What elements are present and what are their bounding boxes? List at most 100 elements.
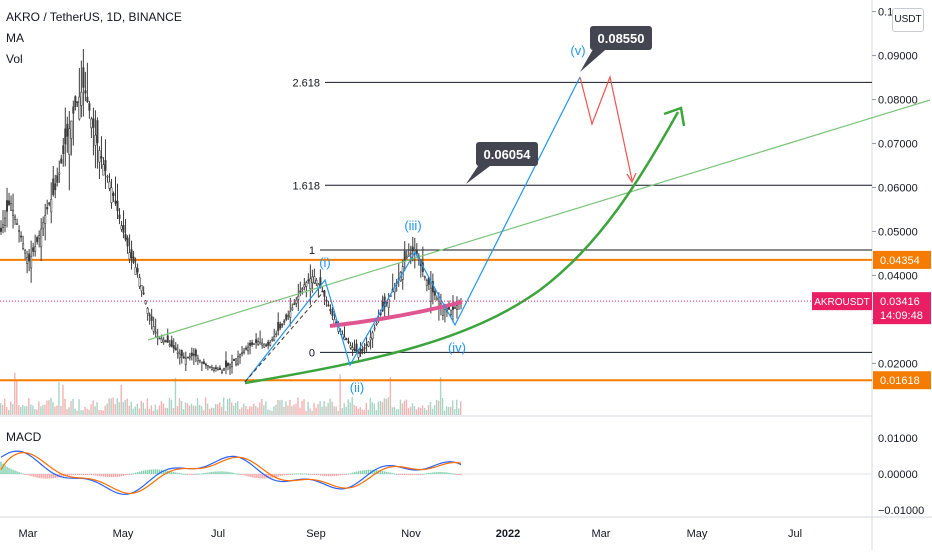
macd-hist-bar xyxy=(259,474,261,479)
target-callout-label: 0.06054 xyxy=(484,147,532,162)
x-tick-label: Nov xyxy=(401,528,421,540)
candle-body xyxy=(367,341,370,347)
candle-body xyxy=(10,203,13,211)
volume-bar xyxy=(112,397,114,415)
macd-hist-bar xyxy=(247,474,249,477)
wave-path xyxy=(244,76,581,383)
indicator-ma-label[interactable]: MA xyxy=(6,31,24,45)
x-tick-label: Mar xyxy=(19,528,38,540)
macd-hist-bar xyxy=(299,473,302,475)
candle-body xyxy=(100,156,103,159)
macd-hist-bar xyxy=(357,471,360,474)
volume-bar xyxy=(339,374,341,415)
volume-bar xyxy=(423,407,426,415)
macd-hist-bar xyxy=(213,471,215,474)
volume-bar xyxy=(249,406,251,415)
volume-bar xyxy=(186,403,189,415)
macd-hist-bar xyxy=(181,473,183,475)
candle-body xyxy=(186,356,189,359)
volume-bar xyxy=(198,404,201,415)
volume-bar xyxy=(299,407,301,415)
volume-bar xyxy=(104,405,106,415)
indicator-macd-label[interactable]: MACD xyxy=(6,430,42,444)
candle-body xyxy=(325,299,328,302)
volume-bar xyxy=(359,407,361,415)
candle-body xyxy=(38,235,41,239)
candle-body xyxy=(277,322,280,332)
volume-bar xyxy=(425,409,428,415)
macd-hist-bar xyxy=(6,466,8,474)
volume-bar xyxy=(4,398,6,415)
volume-bar xyxy=(196,398,199,415)
volume-bar xyxy=(180,401,183,415)
volume-bar xyxy=(50,398,52,415)
volume-bar xyxy=(329,398,331,415)
macd-hist-bar xyxy=(205,472,207,474)
candle-body xyxy=(138,277,141,287)
macd-hist-bar xyxy=(78,474,81,475)
volume-bar xyxy=(144,408,147,415)
macd-hist-bar xyxy=(34,474,36,478)
macd-hist-bar xyxy=(32,474,34,477)
macd-hist-bar xyxy=(130,473,133,475)
volume-bar xyxy=(421,405,424,415)
volume-bar xyxy=(92,400,94,415)
volume-bar xyxy=(399,399,402,415)
volume-bar xyxy=(154,404,157,415)
macd-hist-bar xyxy=(42,474,44,479)
x-tick-label: Jul xyxy=(211,528,225,540)
x-tick-label: May xyxy=(113,528,134,540)
candle-body xyxy=(349,345,352,349)
candle-body xyxy=(194,349,197,357)
candle-body xyxy=(190,352,193,357)
candle-body xyxy=(46,207,49,210)
indicator-vol-label[interactable]: Vol xyxy=(6,52,23,66)
candle-body xyxy=(148,314,151,316)
candle-body xyxy=(98,150,101,163)
volume-bar xyxy=(86,408,88,415)
macd-hist-bar xyxy=(12,469,14,474)
macd-hist-bar xyxy=(22,473,24,475)
y-tick-label: 0.05000 xyxy=(878,226,918,238)
candle-body xyxy=(251,342,254,345)
volume-bar xyxy=(365,402,367,415)
macd-hist-bar xyxy=(245,474,247,476)
level-price-tag xyxy=(873,250,931,269)
volume-bar xyxy=(60,405,62,415)
macd-hist-bar xyxy=(94,474,97,476)
macd-hist-bar xyxy=(311,474,314,475)
macd-hist-bar xyxy=(440,472,442,474)
candle-body xyxy=(2,224,5,228)
macd-hist-bar xyxy=(287,474,289,475)
macd-hist-bar xyxy=(267,474,269,479)
macd-hist-bar xyxy=(235,473,237,475)
volume-bar xyxy=(134,406,136,415)
volume-bar xyxy=(279,400,281,415)
volume-bar xyxy=(160,400,163,415)
candle-body xyxy=(433,291,436,296)
candle-body xyxy=(359,348,362,354)
macd-tick-label: 0.01000 xyxy=(878,433,918,445)
macd-hist-bar xyxy=(154,469,157,474)
volume-bar xyxy=(245,406,247,415)
volume-bar xyxy=(417,407,420,415)
macd-hist-bar xyxy=(434,472,436,474)
currency-button[interactable]: USDT xyxy=(892,8,924,32)
volume-bar xyxy=(214,404,217,415)
macd-hist-bar xyxy=(189,474,191,475)
volume-bar xyxy=(28,398,30,415)
volume-bar xyxy=(58,382,60,415)
macd-hist-bar xyxy=(307,473,310,475)
volume-bar xyxy=(351,397,353,415)
candle-body xyxy=(351,347,354,350)
macd-hist-bar xyxy=(110,474,113,478)
candle-body xyxy=(118,214,121,219)
volume-bar xyxy=(132,408,134,415)
candle-body xyxy=(453,307,456,309)
volume-bar xyxy=(166,407,169,415)
macd-hist-bar xyxy=(223,471,225,474)
candle-body xyxy=(48,202,51,205)
macd-hist-bar xyxy=(325,474,328,477)
